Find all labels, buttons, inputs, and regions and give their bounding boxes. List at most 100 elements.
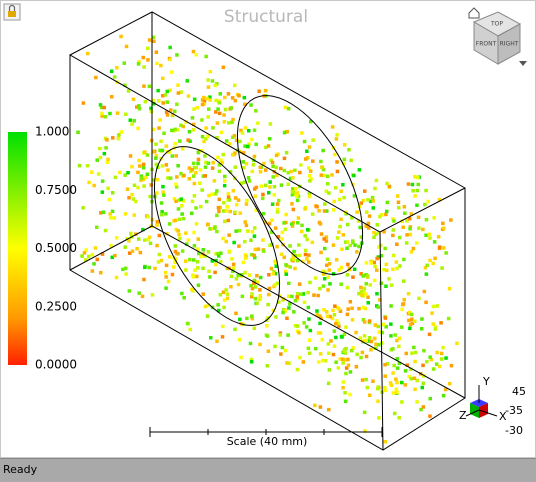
node-dot (167, 222, 172, 226)
lock-icon[interactable] (3, 3, 21, 21)
node-dot (410, 182, 415, 187)
node-dot (315, 205, 319, 209)
node-dot (363, 429, 367, 433)
node-dot (218, 293, 223, 297)
node-dot (202, 102, 207, 106)
node-dot (405, 219, 409, 223)
node-dot (123, 83, 127, 87)
node-dot (216, 303, 220, 307)
node-dot (146, 215, 150, 219)
node-dot (100, 111, 104, 116)
node-dot (163, 270, 168, 275)
node-dot (143, 238, 147, 242)
node-dot (292, 310, 296, 314)
node-dot (246, 229, 250, 233)
node-dot (262, 161, 266, 166)
node-dot (123, 212, 128, 216)
node-dot (410, 351, 414, 355)
node-dot (147, 265, 151, 270)
node-dot (330, 316, 335, 321)
node-dot (389, 304, 393, 308)
node-dot (391, 347, 395, 351)
node-dot (154, 156, 158, 160)
node-dot (424, 188, 428, 193)
node-dot (206, 223, 210, 227)
node-dot (233, 196, 238, 200)
node-dot (296, 216, 301, 220)
node-dot (320, 165, 325, 169)
node-dot (406, 182, 411, 186)
node-dot (174, 218, 178, 223)
node-dot (340, 247, 344, 251)
node-dot (307, 260, 311, 264)
node-dot (225, 296, 230, 301)
node-dot (350, 348, 354, 353)
node-dot (328, 282, 332, 286)
node-dot (222, 201, 226, 205)
node-dot (352, 194, 357, 198)
node-dot (81, 206, 85, 210)
node-dot (224, 209, 229, 213)
node-dot (222, 120, 227, 124)
node-dot (231, 189, 236, 193)
node-dot (411, 246, 416, 251)
node-dot (359, 355, 363, 360)
node-dot (270, 218, 274, 222)
node-dot (311, 159, 315, 163)
node-dot (307, 192, 312, 196)
node-dot (279, 166, 283, 171)
node-dot (378, 214, 382, 219)
node-dot (151, 98, 155, 103)
node-dot (223, 219, 227, 224)
node-dot (209, 336, 213, 340)
node-dot (387, 184, 392, 189)
node-dot (181, 124, 185, 129)
node-dot (365, 385, 370, 390)
node-dot (208, 95, 212, 99)
node-dot (110, 95, 114, 99)
node-dot (170, 154, 175, 158)
node-dot (415, 203, 419, 207)
node-dot (274, 165, 279, 170)
node-dot (431, 322, 435, 326)
node-dot (389, 383, 394, 387)
node-dot (311, 138, 315, 142)
node-dot (268, 122, 273, 126)
view-cube[interactable]: TOP FRONT RIGHT (468, 7, 527, 66)
node-dot (362, 334, 367, 338)
node-dot (374, 232, 378, 236)
node-dot (135, 247, 139, 251)
node-dot (201, 292, 205, 296)
node-dot (263, 220, 267, 225)
node-dot (283, 309, 288, 313)
node-dot (328, 314, 332, 319)
node-dot (173, 249, 178, 254)
node-dot (135, 105, 139, 109)
legend-label: 0.0000 (35, 358, 77, 372)
node-dot (295, 297, 300, 301)
node-dot (234, 138, 239, 142)
node-dot (208, 98, 212, 102)
node-dot (170, 272, 175, 277)
node-dot (263, 183, 268, 188)
node-dot (240, 294, 245, 299)
node-dot (275, 281, 280, 286)
node-dot (106, 186, 110, 190)
node-dot (114, 275, 119, 280)
node-dot (403, 211, 407, 215)
node-dot (175, 128, 180, 132)
node-dot (243, 220, 247, 224)
node-dot (373, 186, 377, 191)
node-dot (406, 292, 411, 296)
node-dot (306, 228, 310, 232)
node-dot (195, 274, 199, 279)
node-dot (322, 173, 327, 178)
node-dot (196, 150, 201, 155)
node-dot (199, 254, 203, 259)
node-dot (415, 241, 419, 245)
node-dot (449, 363, 454, 368)
node-dot (255, 280, 260, 284)
node-dot (156, 260, 161, 264)
node-dot (318, 222, 323, 226)
node-dot (110, 209, 115, 214)
